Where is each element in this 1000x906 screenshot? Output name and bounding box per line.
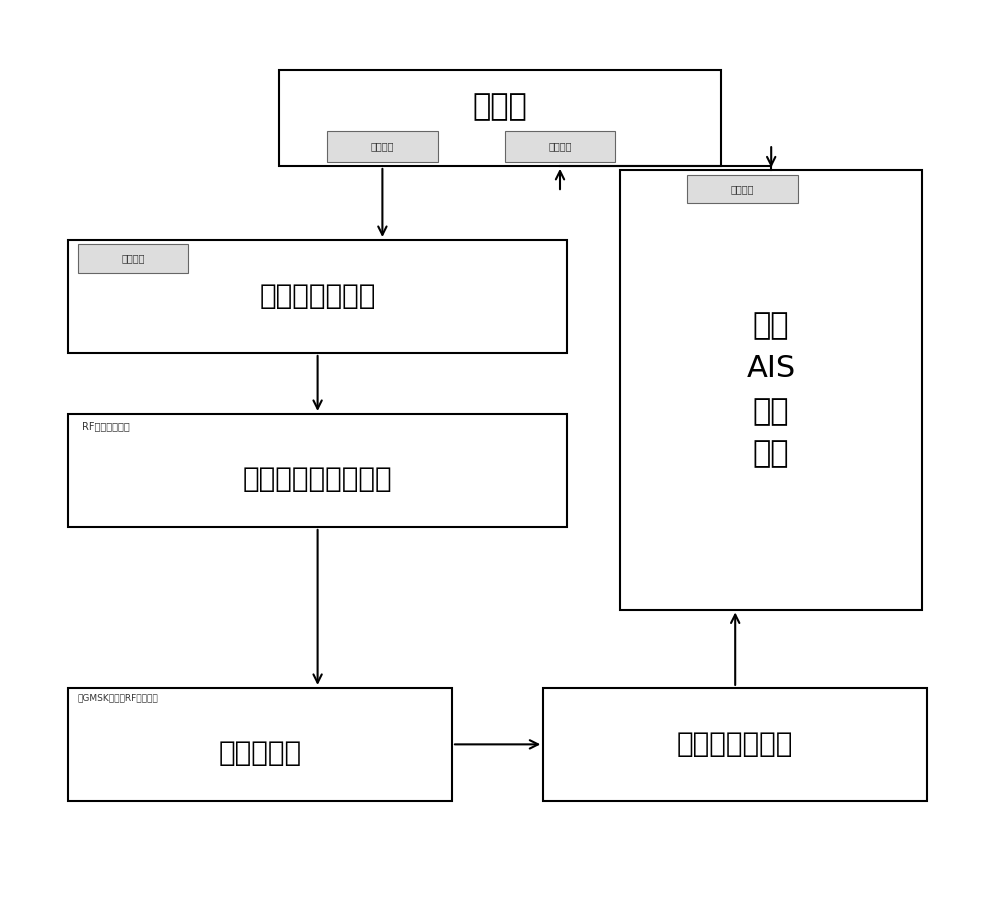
Text: 经GMSK调制的RF射频信号: 经GMSK调制的RF射频信号 (78, 693, 158, 702)
Bar (68, 414, 567, 527)
Bar (68, 240, 567, 353)
Bar (327, 131, 438, 161)
Text: 串口插口: 串口插口 (548, 141, 572, 151)
Bar (279, 71, 721, 166)
Text: 待测
AIS
舰载
系统: 待测 AIS 舰载 系统 (747, 312, 796, 468)
Bar (620, 170, 922, 610)
Bar (68, 688, 452, 801)
Text: 功率衰减器单元: 功率衰减器单元 (677, 730, 793, 758)
Bar (78, 245, 188, 273)
Text: 局域网连接单元: 局域网连接单元 (259, 283, 376, 311)
Text: 串口插口: 串口插口 (731, 184, 754, 194)
Bar (543, 688, 927, 801)
Text: 计算机: 计算机 (473, 92, 527, 121)
Text: RF射频输出信号: RF射频输出信号 (82, 420, 130, 431)
Text: 网口插口: 网口插口 (121, 254, 145, 264)
Text: 隔离器单元: 隔离器单元 (218, 739, 302, 767)
Bar (687, 175, 798, 203)
Text: 任意波形发生器单元: 任意波形发生器单元 (243, 466, 392, 494)
Text: 网口插口: 网口插口 (371, 141, 394, 151)
Bar (505, 131, 615, 161)
